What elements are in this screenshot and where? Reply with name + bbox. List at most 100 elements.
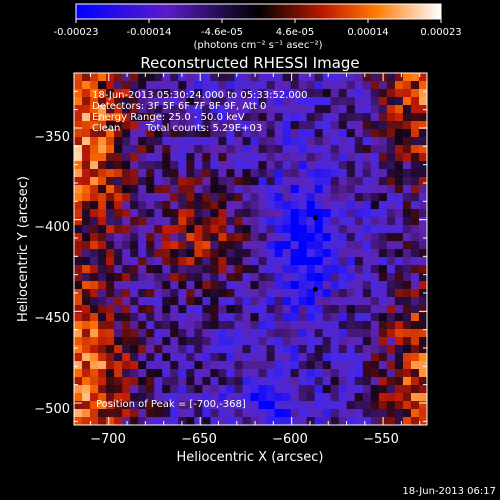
heatmap-cell bbox=[218, 249, 228, 258]
heatmap-cell bbox=[386, 225, 396, 234]
heatmap-cell bbox=[370, 385, 380, 394]
heatmap-cell bbox=[226, 201, 236, 210]
heatmap-cell bbox=[218, 393, 228, 402]
heatmap-cell bbox=[138, 217, 147, 226]
heatmap-cell bbox=[258, 401, 268, 410]
heatmap-cell bbox=[338, 81, 348, 90]
heatmap-cell bbox=[218, 409, 228, 418]
heatmap-cell bbox=[298, 241, 308, 250]
heatmap-cell bbox=[186, 393, 195, 402]
heatmap-cell bbox=[314, 393, 324, 402]
heatmap-cell bbox=[394, 321, 404, 330]
heatmap-cell bbox=[394, 281, 404, 290]
heatmap-cell bbox=[394, 417, 404, 425]
heatmap-cell bbox=[170, 105, 179, 114]
heatmap-cell bbox=[378, 209, 388, 218]
heatmap-cell bbox=[330, 185, 340, 194]
heatmap-cell bbox=[138, 201, 147, 210]
heatmap-cell bbox=[410, 273, 420, 282]
heatmap-cell bbox=[346, 161, 356, 170]
heatmap-cell bbox=[122, 81, 131, 90]
heatmap-cell bbox=[394, 313, 404, 322]
heatmap-cell bbox=[210, 169, 220, 178]
heatmap-cell bbox=[346, 385, 356, 394]
heatmap-cell bbox=[346, 169, 356, 178]
heatmap-cell bbox=[258, 329, 268, 338]
heatmap-cell bbox=[338, 177, 348, 186]
heatmap-cell bbox=[346, 265, 356, 274]
heatmap-cell bbox=[258, 417, 268, 425]
heatmap-cell bbox=[122, 225, 131, 234]
heatmap-cell bbox=[290, 97, 300, 106]
heatmap-cell bbox=[242, 97, 252, 106]
heatmap-cell bbox=[226, 185, 236, 194]
heatmap-cell bbox=[186, 129, 195, 138]
heatmap-cell bbox=[186, 369, 195, 378]
heatmap-cell bbox=[194, 361, 203, 370]
heatmap-cell bbox=[146, 265, 155, 274]
heatmap-cell bbox=[370, 369, 380, 378]
heatmap-cell bbox=[250, 361, 260, 370]
heatmap-cell bbox=[298, 401, 308, 410]
heatmap-cell bbox=[346, 153, 356, 162]
heatmap-cell bbox=[274, 265, 284, 274]
heatmap-cell bbox=[346, 273, 356, 282]
heatmap-cell bbox=[346, 257, 356, 266]
heatmap-cell bbox=[314, 257, 324, 266]
heatmap-cell bbox=[266, 313, 276, 322]
heatmap-cell bbox=[370, 329, 380, 338]
axis-ticks bbox=[74, 73, 427, 425]
heatmap-cell bbox=[386, 185, 396, 194]
heatmap-cell bbox=[322, 177, 332, 186]
heatmap-cell bbox=[410, 97, 420, 106]
heatmap-cell bbox=[378, 113, 388, 122]
heatmap-cell bbox=[154, 409, 163, 418]
heatmap-cell bbox=[242, 121, 252, 130]
heatmap-cell bbox=[242, 145, 252, 154]
heatmap-cell bbox=[114, 321, 123, 330]
heatmap-cell bbox=[90, 89, 99, 98]
heatmap-cell bbox=[322, 193, 332, 202]
heatmap-cell bbox=[154, 265, 163, 274]
heatmap-cell bbox=[322, 297, 332, 306]
heatmap-cell bbox=[146, 337, 155, 346]
heatmap-cell bbox=[362, 361, 372, 370]
heatmap-cell bbox=[410, 265, 420, 274]
heatmap-cell bbox=[346, 313, 356, 322]
heatmap-cell bbox=[378, 153, 388, 162]
heatmap-cell bbox=[266, 137, 276, 146]
heatmap-cell bbox=[330, 209, 340, 218]
heatmap-cell bbox=[146, 305, 155, 314]
heatmap-cell bbox=[394, 377, 404, 386]
heatmap-cell bbox=[402, 401, 412, 410]
heatmap-cell bbox=[298, 377, 308, 386]
heatmap-cell bbox=[162, 201, 171, 210]
heatmap-cell bbox=[170, 161, 179, 170]
heatmap-cell bbox=[402, 369, 412, 378]
heatmap-cell bbox=[266, 217, 276, 226]
heatmap-cell bbox=[362, 161, 372, 170]
heatmap-cell bbox=[330, 73, 340, 82]
heatmap-cell bbox=[274, 201, 284, 210]
heatmap-cell bbox=[74, 201, 83, 210]
heatmap-cell bbox=[90, 345, 99, 354]
heatmap-cell bbox=[138, 281, 147, 290]
heatmap-cell bbox=[218, 169, 228, 178]
heatmap-cell bbox=[394, 161, 404, 170]
heatmap-cell bbox=[90, 121, 99, 130]
heatmap-cell bbox=[82, 257, 91, 266]
heatmap-cell bbox=[138, 345, 147, 354]
heatmap-cell bbox=[378, 177, 388, 186]
heatmap-cell bbox=[298, 321, 308, 330]
heatmap-cell bbox=[130, 353, 139, 362]
x-tick-label: −700 bbox=[90, 432, 126, 447]
heatmap-cell bbox=[330, 225, 340, 234]
heatmap-cell bbox=[362, 265, 372, 274]
heatmap-cell bbox=[114, 225, 123, 234]
heatmap-cell bbox=[258, 185, 268, 194]
heatmap-cell bbox=[74, 257, 83, 266]
heatmap-cell bbox=[234, 249, 244, 258]
heatmap-cell bbox=[154, 161, 163, 170]
heatmap-cell bbox=[106, 121, 115, 130]
heatmap-cell bbox=[330, 305, 340, 314]
